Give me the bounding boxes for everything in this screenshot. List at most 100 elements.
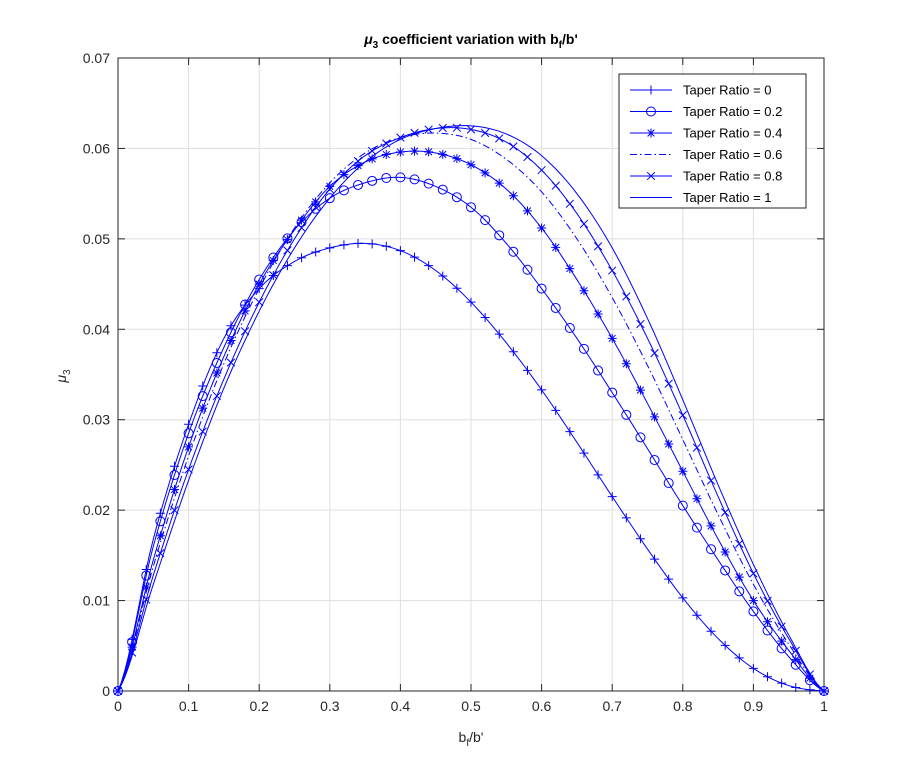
data-point xyxy=(437,184,448,195)
data-point xyxy=(777,636,787,646)
data-point xyxy=(649,455,660,466)
data-point xyxy=(466,125,476,134)
data-point xyxy=(297,253,307,263)
legend-label: Taper Ratio = 0 xyxy=(683,83,772,98)
data-point xyxy=(155,531,165,541)
data-point xyxy=(353,179,364,190)
data-point xyxy=(565,199,575,208)
data-point xyxy=(381,150,391,160)
data-point xyxy=(410,146,420,156)
data-point xyxy=(579,219,589,229)
data-point xyxy=(367,175,378,186)
data-point xyxy=(607,387,618,398)
data-point xyxy=(522,365,532,375)
data-point xyxy=(339,170,349,180)
data-point xyxy=(791,682,801,692)
data-point xyxy=(254,279,264,289)
data-point xyxy=(410,252,420,262)
data-point xyxy=(338,185,349,196)
data-point xyxy=(495,134,504,143)
data-point xyxy=(395,172,406,183)
data-point xyxy=(438,149,448,159)
data-point xyxy=(664,379,673,388)
data-point xyxy=(621,513,631,523)
data-point xyxy=(593,309,603,319)
data-point xyxy=(282,261,292,271)
data-point xyxy=(353,238,363,248)
data-point xyxy=(367,154,377,164)
data-point xyxy=(466,160,476,170)
legend-label: Taper Ratio = 1 xyxy=(683,190,772,205)
data-point xyxy=(480,215,491,226)
data-point xyxy=(508,347,518,357)
data-point xyxy=(622,292,631,301)
legend-marker xyxy=(646,106,656,117)
data-point xyxy=(621,359,631,369)
data-point xyxy=(677,500,688,511)
data-point xyxy=(536,283,547,294)
y-axis-label: μ3 xyxy=(53,369,73,384)
data-point xyxy=(551,405,561,415)
data-point xyxy=(735,539,744,548)
series-line xyxy=(117,125,825,692)
legend-entry: Taper Ratio = 0.4 xyxy=(630,126,782,141)
data-point xyxy=(550,302,561,313)
series-group xyxy=(113,123,829,696)
legend-entry: Taper Ratio = 1 xyxy=(630,190,772,205)
data-point xyxy=(551,181,560,190)
data-point xyxy=(522,264,533,275)
data-point xyxy=(565,264,575,274)
data-point xyxy=(353,161,363,171)
x-tick-label: 1 xyxy=(820,698,828,714)
series-line xyxy=(117,176,825,692)
data-point xyxy=(678,466,688,476)
data-point xyxy=(522,206,532,216)
data-point xyxy=(141,582,151,592)
data-point xyxy=(537,223,547,233)
y-tick-label: 0 xyxy=(102,683,110,699)
data-point xyxy=(706,476,716,485)
data-point xyxy=(706,521,716,531)
x-tick-label: 0.8 xyxy=(673,698,693,714)
data-point xyxy=(424,147,434,157)
data-point xyxy=(509,142,518,151)
x-tick-label: 0.1 xyxy=(179,698,199,714)
data-point xyxy=(607,492,617,502)
data-point xyxy=(748,606,759,617)
data-point xyxy=(297,215,307,225)
data-point xyxy=(748,596,758,606)
data-point xyxy=(508,246,519,257)
legend-entry: Taper Ratio = 0.2 xyxy=(630,104,782,119)
data-point xyxy=(325,181,335,191)
data-point xyxy=(523,152,532,162)
data-point xyxy=(720,565,731,576)
data-point xyxy=(607,333,617,343)
data-point xyxy=(480,168,490,178)
data-point xyxy=(692,494,702,504)
legend-entry: Taper Ratio = 0 xyxy=(630,83,772,98)
data-point xyxy=(720,640,730,650)
data-point xyxy=(480,312,490,322)
data-point xyxy=(508,191,518,201)
data-point xyxy=(565,427,575,437)
data-point xyxy=(311,197,321,207)
data-point xyxy=(367,239,377,249)
data-point xyxy=(311,247,321,257)
legend-entries: Taper Ratio = 0 Taper Ratio = 0.2 Taper Ra… xyxy=(630,83,782,205)
data-point xyxy=(452,283,462,293)
series-2 xyxy=(113,146,829,696)
data-point xyxy=(410,128,419,138)
data-point xyxy=(268,256,278,266)
data-point xyxy=(578,343,589,354)
x-tick-label: 0.9 xyxy=(744,698,764,714)
data-point xyxy=(283,246,292,255)
data-point xyxy=(551,242,561,252)
data-point xyxy=(635,534,645,544)
data-point xyxy=(635,385,645,395)
data-point xyxy=(663,477,674,488)
data-point xyxy=(381,173,392,184)
data-point xyxy=(678,411,687,420)
data-point xyxy=(664,574,674,584)
data-point xyxy=(339,169,349,179)
